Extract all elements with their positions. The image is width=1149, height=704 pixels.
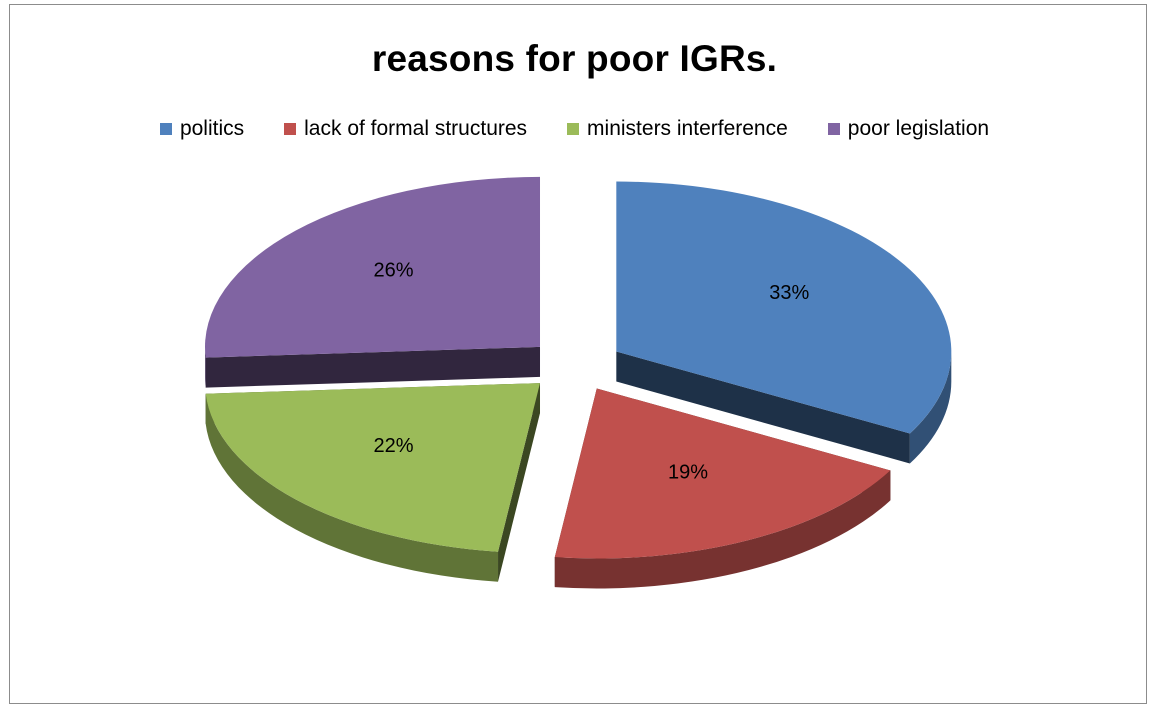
pie-slice-wall-start-poor-legislation	[205, 346, 541, 388]
pie-slice-top-ministers-interference	[205, 383, 541, 552]
legend-item-lack-of-formal-structures: lack of formal structures	[284, 116, 527, 142]
pie-slice-side-lack-of-formal-structures	[554, 470, 891, 589]
legend-item-poor-legislation: poor legislation	[827, 116, 990, 142]
pie-slice-wall-start-ministers-interference	[498, 383, 541, 582]
pie-slice-side-politics	[909, 351, 952, 464]
legend-label-ministers-interference: ministers interference	[587, 117, 788, 140]
chart-title: reasons for poor IGRs.	[371, 38, 778, 79]
pie-slice-side-poor-legislation	[205, 346, 206, 388]
pie-slice-poor-legislation: 26%	[205, 176, 541, 388]
legend: politics lack of formal structures minis…	[0, 116, 1149, 142]
legend-swatch-ministers-interference	[567, 123, 580, 135]
legend-item-politics: politics	[159, 116, 245, 142]
pie-slice-politics: 33%	[616, 181, 952, 464]
pie-slice-ministers-interference: 22%	[205, 383, 541, 582]
pie-slice-top-politics	[616, 181, 952, 434]
pie-slice-top-poor-legislation	[205, 176, 541, 358]
legend-swatch-lack-of-formal-structures	[284, 123, 297, 135]
legend-swatch-politics	[159, 123, 172, 135]
pie-slice-top-lack-of-formal-structures	[554, 388, 891, 559]
data-label-lack-of-formal-structures: 19%	[668, 462, 708, 484]
legend-label-politics: politics	[179, 117, 245, 140]
legend-label-lack-of-formal-structures: lack of formal structures	[304, 117, 528, 140]
pie-slice-wall-end-politics	[616, 351, 910, 464]
legend-label-poor-legislation: poor legislation	[847, 117, 990, 140]
legend-swatch-poor-legislation	[827, 123, 840, 135]
legend-item-ministers-interference: ministers interference	[567, 116, 788, 142]
data-label-poor-legislation: 26%	[373, 259, 413, 281]
pie-chart: 26% 33% 22% 19%	[205, 176, 952, 589]
data-label-politics: 33%	[769, 282, 809, 304]
pie-slice-side-ministers-interference	[205, 393, 499, 582]
data-label-ministers-interference: 22%	[373, 435, 413, 457]
pie-slice-lack-of-formal-structures: 19%	[554, 388, 891, 589]
